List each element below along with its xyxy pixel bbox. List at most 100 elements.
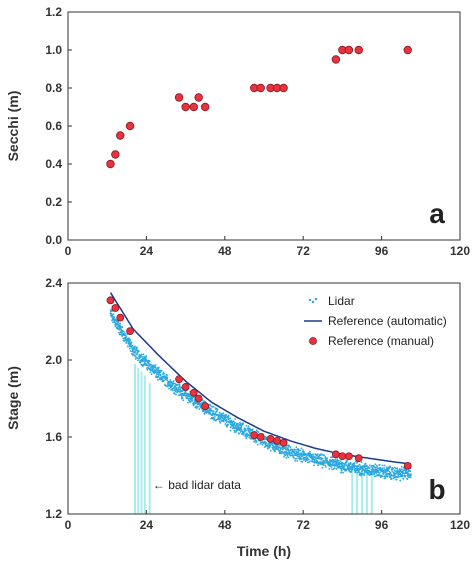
secchi-point — [354, 45, 363, 55]
lidar-point — [357, 471, 360, 474]
lidar-point — [216, 410, 218, 413]
lidar-point — [212, 405, 215, 408]
lidar-point — [347, 465, 349, 468]
lidar-point — [326, 459, 329, 462]
bad-lidar-bar — [365, 467, 368, 514]
lidar-point — [356, 471, 359, 474]
lidar-point — [271, 444, 274, 447]
lidar-point — [410, 473, 412, 476]
lidar-point — [161, 378, 164, 380]
lidar-point — [193, 403, 196, 405]
lidar-point — [125, 341, 128, 344]
panel-b-letter: b — [428, 474, 445, 505]
lidar-point — [353, 461, 356, 464]
panel-b-legend: Lidar Reference (automatic) Reference (m… — [304, 294, 447, 348]
lidar-point — [255, 440, 258, 443]
lidar-point — [124, 332, 126, 335]
legend-reference-automatic-label: Reference (automatic) — [328, 314, 447, 328]
bad-lidar-bar — [133, 363, 136, 514]
lidar-point — [323, 454, 326, 456]
lidar-point — [378, 464, 381, 466]
lidar-point — [384, 476, 387, 479]
lidar-point — [279, 449, 282, 452]
lidar-point — [306, 457, 309, 459]
lidar-point — [152, 369, 154, 371]
lidar-point — [269, 449, 272, 452]
lidar-point — [142, 353, 145, 356]
lidar-point — [383, 464, 386, 467]
lidar-point — [237, 425, 240, 427]
panel-b: 0 24 48 72 96 120 1.2 1.6 2.0 2.4 ← bad lidar dat… — [5, 276, 470, 559]
lidar-point — [373, 466, 376, 468]
reference-manual-point — [116, 313, 125, 322]
lidar-point — [160, 369, 163, 372]
lidar-point — [176, 384, 179, 386]
y-tick-label: 1.2 — [45, 5, 62, 19]
lidar-point — [245, 424, 248, 427]
lidar-point — [295, 457, 298, 460]
lidar-point — [384, 471, 387, 474]
secchi-point — [256, 83, 265, 93]
lidar-point — [121, 326, 124, 329]
panel-a-letter: a — [429, 198, 445, 229]
lidar-point — [203, 412, 206, 415]
lidar-point — [119, 333, 122, 336]
bad-lidar-bar — [143, 375, 146, 514]
lidar-point — [361, 470, 363, 473]
lidar-point — [244, 434, 247, 437]
lidar-point — [284, 446, 287, 449]
lidar-point — [294, 459, 296, 462]
lidar-point — [211, 405, 214, 408]
lidar-point — [246, 435, 249, 438]
y-tick-label: 0.8 — [45, 81, 62, 95]
lidar-point — [409, 476, 412, 479]
legend-reference-manual-swatch — [309, 337, 317, 345]
lidar-point — [177, 388, 180, 391]
lidar-point — [324, 464, 326, 467]
lidar-point — [340, 471, 342, 474]
lidar-point — [251, 428, 254, 431]
lidar-point — [316, 453, 319, 456]
lidar-point — [129, 339, 132, 342]
secchi-point — [403, 45, 412, 55]
lidar-point — [163, 372, 166, 375]
lidar-point — [321, 457, 324, 460]
lidar-point — [283, 455, 285, 458]
lidar-point — [189, 401, 192, 403]
lidar-point — [358, 463, 361, 466]
reference-manual-point — [345, 452, 353, 461]
lidar-point — [391, 470, 393, 472]
lidar-point — [182, 399, 185, 402]
lidar-point — [340, 469, 343, 472]
lidar-point — [284, 454, 287, 457]
lidar-point — [159, 373, 162, 376]
lidar-point — [313, 464, 315, 467]
lidar-point — [172, 382, 175, 384]
lidar-point — [301, 460, 304, 463]
lidar-point — [234, 418, 236, 420]
lidar-point — [192, 404, 195, 407]
lidar-point — [134, 355, 137, 357]
lidar-point — [316, 457, 319, 460]
lidar-point — [210, 407, 212, 410]
lidar-point — [310, 453, 313, 456]
lidar-point — [195, 405, 198, 408]
panel-a-ylabel: Secchi (m) — [5, 91, 21, 162]
lidar-point — [389, 466, 392, 469]
lidar-point — [345, 464, 348, 467]
panel-b-lidar-series — [109, 309, 412, 482]
lidar-point — [373, 475, 376, 478]
lidar-point — [225, 416, 227, 418]
lidar-point — [191, 399, 194, 402]
lidar-point — [158, 377, 161, 380]
lidar-point — [113, 316, 115, 319]
lidar-point — [208, 407, 211, 409]
lidar-point — [174, 390, 177, 393]
lidar-point — [219, 412, 221, 414]
lidar-point — [296, 460, 299, 462]
lidar-point — [392, 471, 395, 474]
lidar-point — [137, 350, 140, 353]
lidar-point — [136, 351, 139, 354]
lidar-point — [181, 397, 184, 399]
lidar-point — [371, 471, 374, 474]
